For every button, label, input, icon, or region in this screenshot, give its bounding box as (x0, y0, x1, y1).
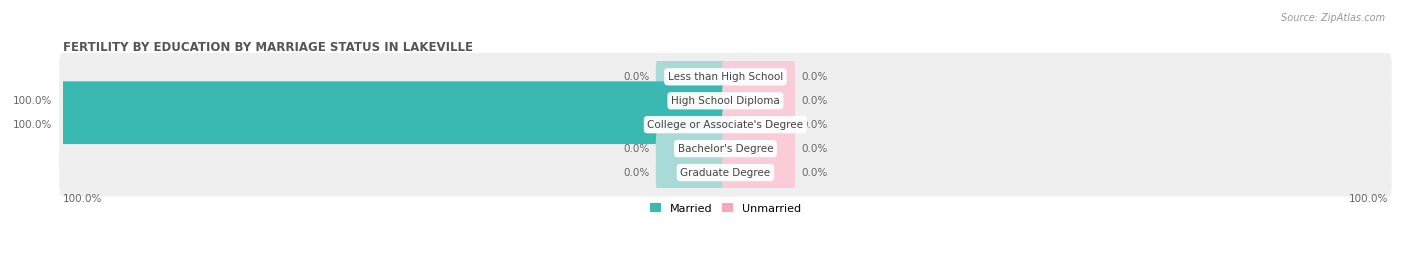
Text: 0.0%: 0.0% (801, 72, 828, 82)
FancyBboxPatch shape (59, 81, 728, 120)
Text: 0.0%: 0.0% (623, 144, 650, 154)
Text: 100.0%: 100.0% (13, 120, 52, 130)
FancyBboxPatch shape (723, 153, 794, 192)
Text: 0.0%: 0.0% (801, 168, 828, 178)
FancyBboxPatch shape (59, 101, 1392, 148)
FancyBboxPatch shape (59, 53, 1392, 101)
Text: 0.0%: 0.0% (801, 96, 828, 106)
FancyBboxPatch shape (59, 148, 1392, 196)
FancyBboxPatch shape (655, 129, 728, 168)
Text: High School Diploma: High School Diploma (671, 96, 780, 106)
Text: FERTILITY BY EDUCATION BY MARRIAGE STATUS IN LAKEVILLE: FERTILITY BY EDUCATION BY MARRIAGE STATU… (62, 41, 472, 54)
FancyBboxPatch shape (723, 105, 794, 144)
FancyBboxPatch shape (59, 105, 728, 144)
Text: Bachelor's Degree: Bachelor's Degree (678, 144, 773, 154)
Text: Source: ZipAtlas.com: Source: ZipAtlas.com (1281, 13, 1385, 23)
Text: 100.0%: 100.0% (62, 194, 101, 204)
Text: Graduate Degree: Graduate Degree (681, 168, 770, 178)
FancyBboxPatch shape (59, 77, 1392, 125)
Text: Less than High School: Less than High School (668, 72, 783, 82)
Text: 0.0%: 0.0% (623, 168, 650, 178)
Legend: Married, Unmarried: Married, Unmarried (645, 199, 806, 218)
Text: 0.0%: 0.0% (801, 144, 828, 154)
Text: 100.0%: 100.0% (13, 96, 52, 106)
FancyBboxPatch shape (655, 153, 728, 192)
Text: 100.0%: 100.0% (1348, 194, 1388, 204)
Text: College or Associate's Degree: College or Associate's Degree (647, 120, 803, 130)
Text: 0.0%: 0.0% (801, 120, 828, 130)
Text: 0.0%: 0.0% (623, 72, 650, 82)
FancyBboxPatch shape (59, 125, 1392, 172)
FancyBboxPatch shape (723, 81, 794, 120)
FancyBboxPatch shape (655, 57, 728, 96)
FancyBboxPatch shape (723, 57, 794, 96)
FancyBboxPatch shape (723, 129, 794, 168)
